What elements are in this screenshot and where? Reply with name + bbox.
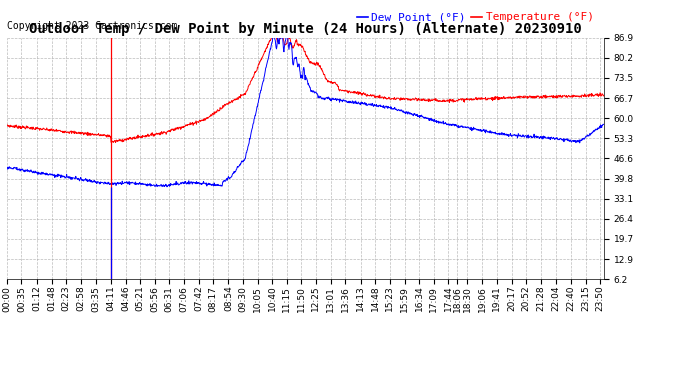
- Title: Outdoor Temp / Dew Point by Minute (24 Hours) (Alternate) 20230910: Outdoor Temp / Dew Point by Minute (24 H…: [29, 22, 582, 36]
- Legend: Dew Point (°F), Temperature (°F): Dew Point (°F), Temperature (°F): [353, 8, 598, 27]
- Text: Copyright 2023 Cartronics.com: Copyright 2023 Cartronics.com: [7, 21, 177, 31]
